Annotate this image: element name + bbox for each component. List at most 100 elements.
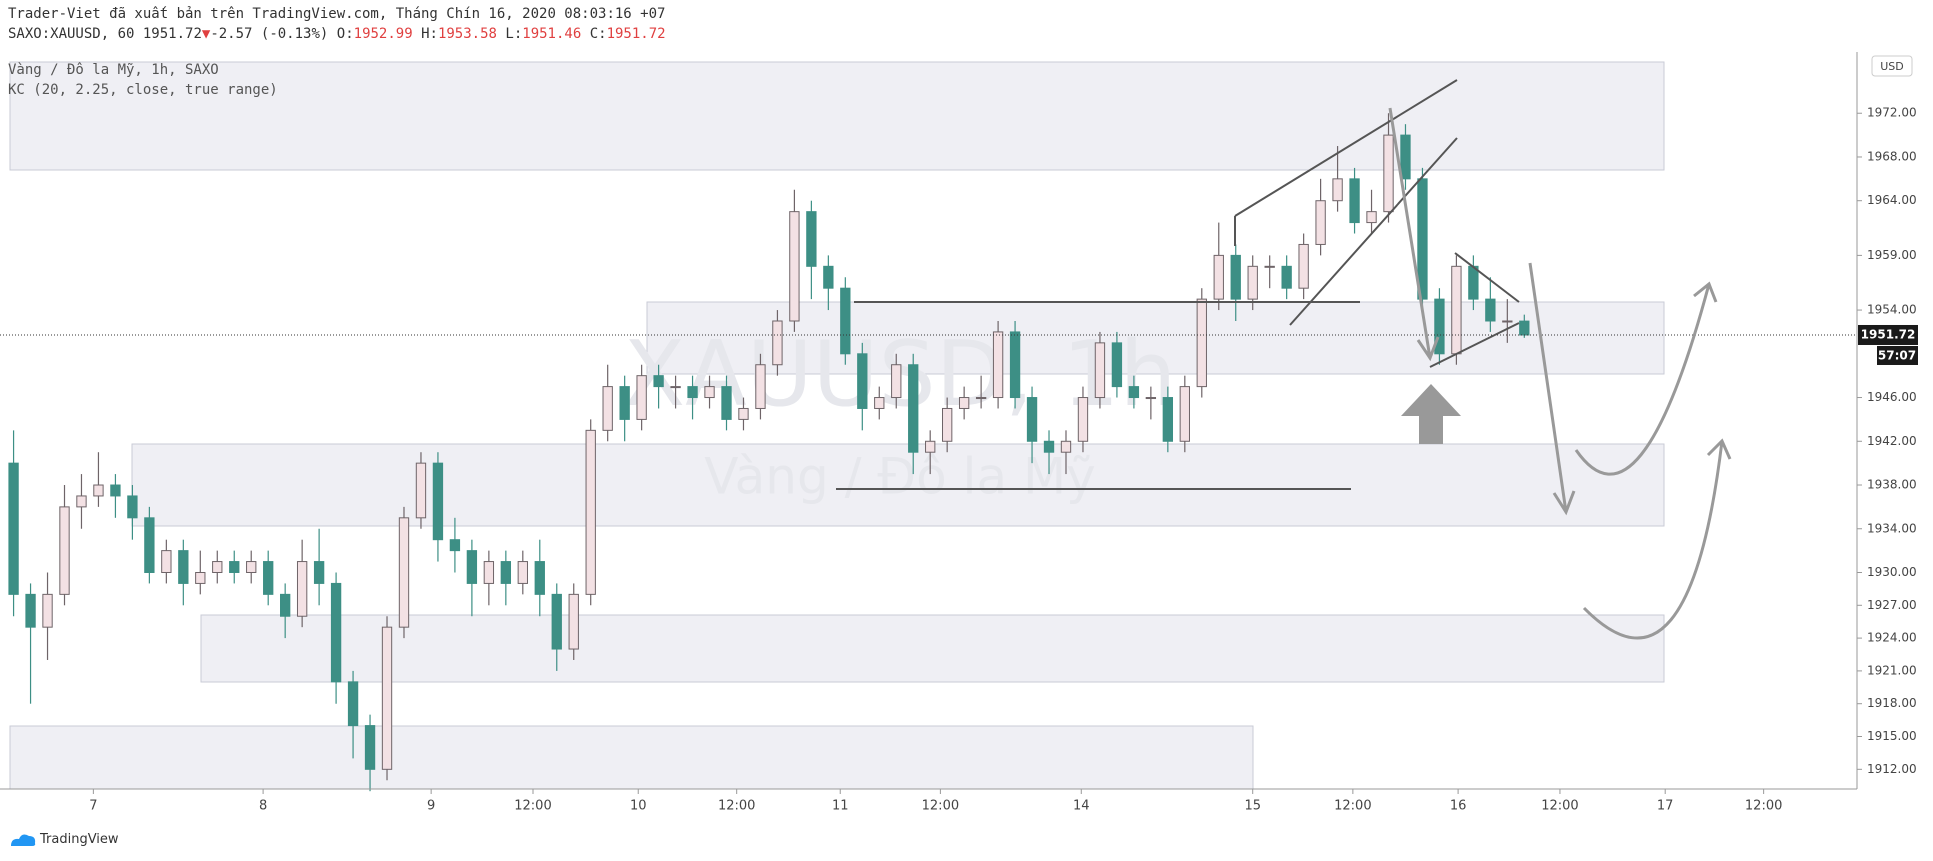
candle-body: [59, 506, 70, 595]
candle-body: [704, 386, 715, 399]
x-tick-label: 12:00: [1334, 799, 1371, 814]
candle-body: [246, 561, 257, 573]
trend-line: [1234, 79, 1458, 217]
candle-body: [1196, 298, 1207, 388]
candle-body: [789, 211, 800, 322]
candle-body: [1230, 254, 1241, 300]
y-tick-label: 1915.00: [1867, 729, 1917, 743]
candle-body: [908, 364, 919, 453]
y-tick-label: 1959.00: [1867, 248, 1917, 262]
candle-body: [263, 561, 274, 595]
o-label: O:: [336, 26, 354, 42]
x-tick-label: 12:00: [922, 799, 959, 814]
candle-body: [958, 397, 970, 409]
candle-body: [670, 386, 681, 389]
candle-body: [823, 265, 834, 289]
brand: TradingView: [40, 832, 119, 847]
x-tick-label: 12:00: [1541, 799, 1578, 814]
indicator: KC (20, 2.25, close, true range): [8, 82, 278, 98]
up-arrow: [1401, 384, 1461, 444]
candle-body: [313, 561, 325, 584]
candle-body: [161, 550, 172, 573]
y-tick-label: 1921.00: [1867, 663, 1917, 677]
y-tick-label: 1954.00: [1867, 303, 1917, 317]
watermark: Vàng / Đô la Mỹ: [704, 448, 1095, 506]
candle-body: [1281, 265, 1292, 289]
y-tick-label: 1927.00: [1867, 598, 1917, 612]
x-tick-label: 9: [427, 799, 435, 814]
candle-body: [1502, 320, 1513, 323]
countdown: 57:07: [1878, 348, 1916, 362]
candle-body: [364, 725, 376, 770]
candle-body: [1162, 397, 1174, 442]
candle-body: [1451, 265, 1462, 355]
candle-body: [653, 375, 664, 388]
candle-body: [1009, 331, 1021, 399]
candle-body: [1417, 178, 1428, 300]
candle-body: [755, 364, 766, 409]
y-tick-label: 1924.00: [1867, 631, 1917, 645]
candle-body: [636, 375, 647, 420]
l-label: L:: [505, 26, 523, 42]
candle-body: [738, 407, 749, 420]
symbol: SAXO:XAUUSD, 60: [8, 26, 135, 42]
candle-body: [942, 407, 953, 442]
trend-line: [1289, 137, 1458, 326]
candle-body: [517, 561, 528, 584]
candle-body: [466, 550, 478, 584]
candle-body: [1043, 440, 1055, 453]
candle-body: [1400, 134, 1411, 180]
candle-body: [42, 593, 53, 628]
y-tick-label: 1918.00: [1867, 696, 1917, 710]
h-label: H:: [421, 26, 438, 42]
zone: [131, 443, 1665, 527]
legend: Vàng / Đô la Mỹ, 1h, SAXO: [8, 62, 219, 78]
price-tag: [1858, 324, 1918, 345]
currency-badge: [1871, 55, 1913, 77]
candle-body: [992, 331, 1004, 399]
candle-body: [891, 364, 902, 399]
candle-body: [1332, 178, 1343, 202]
candle-body: [229, 561, 240, 573]
ohlc-line: SAXO:XAUUSD, 60 1951.72▼-2.57 (-0.13%) O…: [8, 26, 666, 42]
x-tick-label: 14: [1073, 799, 1090, 814]
arrow: [1574, 281, 1718, 476]
candle-body: [874, 397, 885, 409]
x-tick-label: 12:00: [1745, 799, 1782, 814]
candle-body: [857, 353, 868, 409]
drawings: [836, 79, 1520, 490]
y-tick-label: 1964.00: [1867, 193, 1917, 207]
arrow: [1528, 262, 1576, 516]
arrow: [1582, 438, 1732, 640]
candle-body: [483, 561, 495, 584]
x-tick-label: 7: [89, 799, 97, 814]
candle-body: [925, 440, 936, 453]
published: Trader-Viet đã xuất bản trên TradingView…: [8, 6, 666, 22]
candle-body: [212, 561, 223, 573]
candle-body: [25, 593, 36, 628]
candle-body: [1349, 178, 1360, 224]
candle-body: [551, 593, 562, 650]
candle-body: [178, 550, 189, 584]
x-tick-label: 10: [630, 799, 647, 814]
candle-body: [296, 561, 308, 617]
candle-body: [1485, 298, 1496, 322]
x-tick-label: 11: [832, 799, 849, 814]
candle-body: [1060, 440, 1072, 453]
arrows: [1388, 107, 1732, 640]
candle-body: [1111, 342, 1123, 388]
candle-body: [1519, 320, 1530, 336]
x-tick-label: 12:00: [718, 799, 755, 814]
y-tick-label: 1930.00: [1867, 565, 1917, 579]
c: 1951.72: [606, 26, 666, 42]
y-tick-label: 1938.00: [1867, 478, 1917, 492]
arrow: [1388, 107, 1440, 362]
x-tick-label: 17: [1657, 799, 1674, 814]
candle-body: [1128, 386, 1140, 399]
h: 1953.58: [437, 26, 497, 42]
candle-body: [1145, 397, 1157, 400]
candle-body: [144, 517, 155, 573]
zone: [200, 614, 1665, 683]
candle-body: [93, 484, 104, 497]
